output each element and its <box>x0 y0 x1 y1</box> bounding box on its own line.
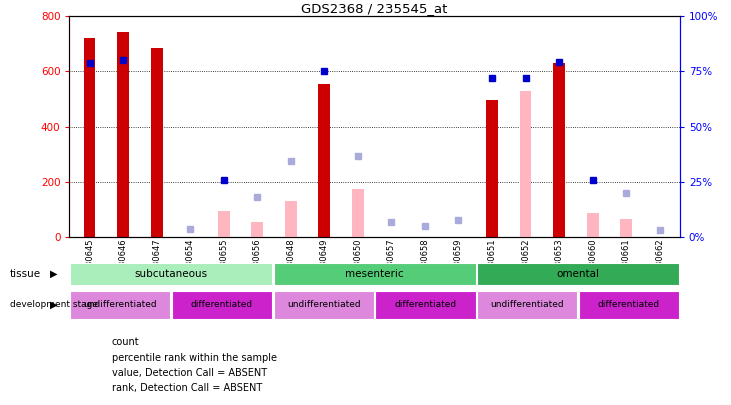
Bar <box>70 263 272 285</box>
Text: development stage: development stage <box>10 300 97 309</box>
Text: mesenteric: mesenteric <box>345 269 404 279</box>
Text: undifferentiated: undifferentiated <box>491 300 564 309</box>
Bar <box>553 63 565 237</box>
Bar <box>251 222 263 237</box>
Bar <box>172 291 272 319</box>
Bar <box>285 201 297 237</box>
Text: differentiated: differentiated <box>598 300 660 309</box>
Bar <box>151 48 162 237</box>
Bar <box>579 291 679 319</box>
Text: omental: omental <box>556 269 599 279</box>
Bar <box>117 32 129 237</box>
Text: differentiated: differentiated <box>395 300 457 309</box>
Text: ▶: ▶ <box>50 269 57 279</box>
Bar <box>375 291 476 319</box>
Text: undifferentiated: undifferentiated <box>83 300 157 309</box>
Text: subcutaneous: subcutaneous <box>135 269 208 279</box>
Text: undifferentiated: undifferentiated <box>287 300 360 309</box>
Bar <box>587 213 599 237</box>
Bar <box>83 38 96 237</box>
Bar <box>486 100 498 237</box>
Bar <box>273 291 374 319</box>
Bar <box>218 211 230 237</box>
Text: ▶: ▶ <box>50 300 57 310</box>
Bar <box>621 219 632 237</box>
Text: rank, Detection Call = ABSENT: rank, Detection Call = ABSENT <box>112 384 262 393</box>
Text: percentile rank within the sample: percentile rank within the sample <box>112 353 277 362</box>
Bar <box>477 291 577 319</box>
Bar <box>520 91 531 237</box>
Text: count: count <box>112 337 140 347</box>
Text: tissue: tissue <box>10 269 41 279</box>
Bar <box>70 291 170 319</box>
Bar <box>319 84 330 237</box>
Bar <box>273 263 476 285</box>
Bar <box>477 263 679 285</box>
Bar <box>352 189 364 237</box>
Text: value, Detection Call = ABSENT: value, Detection Call = ABSENT <box>112 368 267 378</box>
Text: differentiated: differentiated <box>191 300 253 309</box>
Title: GDS2368 / 235545_at: GDS2368 / 235545_at <box>301 2 448 15</box>
